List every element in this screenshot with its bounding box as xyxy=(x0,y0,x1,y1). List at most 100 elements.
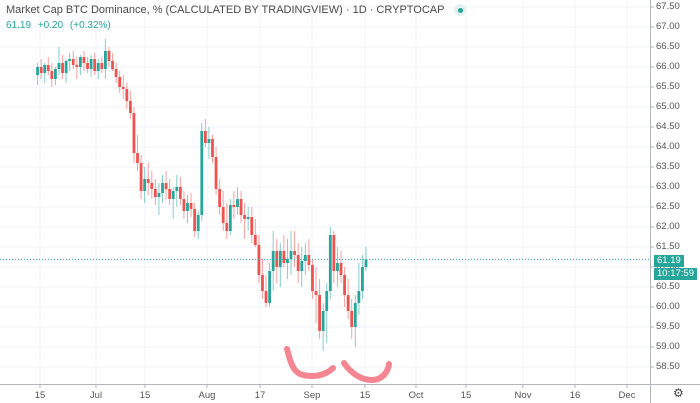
price-tick-label: 61.50 xyxy=(656,241,680,252)
candle xyxy=(107,51,111,61)
candle xyxy=(193,209,197,231)
annotation-stroke-right xyxy=(341,360,392,384)
candle xyxy=(161,183,164,193)
price-tick-label: 67.50 xyxy=(656,1,680,12)
candle xyxy=(39,67,43,73)
candle xyxy=(257,245,261,275)
candle xyxy=(343,275,346,295)
candle xyxy=(200,131,204,215)
candle xyxy=(82,57,86,63)
legend-price: 61.19 xyxy=(6,20,32,31)
candle xyxy=(236,199,239,207)
price-tick-label: 65.50 xyxy=(656,81,680,92)
time-tick-label: 17 xyxy=(254,390,266,401)
candle xyxy=(50,71,54,79)
candle xyxy=(289,251,293,259)
time-tick-label: Sep xyxy=(303,390,321,401)
candle xyxy=(278,251,282,267)
candle xyxy=(318,295,321,331)
candle xyxy=(303,255,307,261)
candle xyxy=(361,267,364,291)
candle xyxy=(253,235,257,245)
time-tick-label: Oct xyxy=(408,390,424,401)
candle xyxy=(203,131,207,143)
candle xyxy=(225,223,229,231)
chart-legend: Market Cap BTC Dominance, % (CALCULATED … xyxy=(6,4,467,31)
candle xyxy=(178,187,182,199)
candle xyxy=(57,63,61,69)
candle xyxy=(218,189,222,207)
candle xyxy=(282,251,286,263)
candle xyxy=(114,69,118,77)
candle xyxy=(196,215,200,231)
candle xyxy=(214,157,218,189)
candle xyxy=(250,217,254,235)
price-tick-label: 64.00 xyxy=(656,141,680,152)
candle xyxy=(61,63,64,73)
time-tick-label: 15 xyxy=(359,390,371,401)
price-tick-label: 62.50 xyxy=(656,201,680,212)
candle xyxy=(64,61,68,73)
time-tick-label: Nov xyxy=(514,390,532,401)
time-tick-label: 15 xyxy=(460,390,472,401)
candle xyxy=(350,311,354,327)
price-tick-label: 60.00 xyxy=(656,301,680,312)
candle xyxy=(268,271,272,303)
candle xyxy=(103,51,107,69)
candle xyxy=(132,113,136,153)
candle xyxy=(86,63,89,69)
price-tick-label: 62.00 xyxy=(656,221,680,232)
candle xyxy=(314,291,318,295)
candle xyxy=(328,235,332,291)
candle xyxy=(175,187,179,191)
legend-change-pct: (+0.32%) xyxy=(69,20,111,31)
candle xyxy=(93,59,97,71)
candle xyxy=(300,261,304,271)
candle xyxy=(293,251,296,255)
candle xyxy=(46,65,50,71)
candle-series xyxy=(36,39,368,351)
candle xyxy=(43,65,47,73)
last-price-tag: 61.19 xyxy=(654,255,684,267)
candle xyxy=(96,63,100,71)
gear-icon[interactable]: ⚙ xyxy=(673,386,684,400)
candle xyxy=(296,255,300,271)
time-tick-label: 15 xyxy=(34,390,46,401)
candle xyxy=(171,191,175,199)
symbol-title: Market Cap BTC Dominance, % (CALCULATED … xyxy=(6,4,445,16)
time-tick-label: 16 xyxy=(569,390,581,401)
candle xyxy=(271,251,275,271)
candle xyxy=(118,77,122,87)
candle xyxy=(139,163,143,191)
price-tick-label: 60.50 xyxy=(656,281,680,292)
candle xyxy=(228,205,232,231)
price-tick-label: 59.00 xyxy=(656,341,680,352)
candle xyxy=(364,259,368,267)
candle xyxy=(246,217,250,219)
time-tick-label: Aug xyxy=(198,390,216,401)
candle xyxy=(264,291,268,303)
time-tick-label: 15 xyxy=(139,390,151,401)
candle xyxy=(325,291,329,311)
candle xyxy=(150,183,154,189)
candle xyxy=(136,153,139,163)
candle xyxy=(336,263,339,271)
candle xyxy=(71,59,75,65)
price-tick-label: 65.00 xyxy=(656,101,680,112)
candle xyxy=(221,207,225,223)
price-tick-label: 66.00 xyxy=(656,61,680,72)
candle xyxy=(232,205,236,207)
candle xyxy=(321,311,325,331)
candle xyxy=(239,199,243,215)
candle xyxy=(207,139,211,143)
candle xyxy=(153,189,157,197)
candle xyxy=(357,291,361,303)
candle xyxy=(68,59,72,61)
price-tick-label: 59.50 xyxy=(656,321,680,332)
legend-change: +0.20 xyxy=(37,20,64,31)
time-tick-label: Jul xyxy=(89,390,103,401)
candle xyxy=(125,89,129,101)
candle xyxy=(311,265,314,291)
candle xyxy=(89,59,93,69)
